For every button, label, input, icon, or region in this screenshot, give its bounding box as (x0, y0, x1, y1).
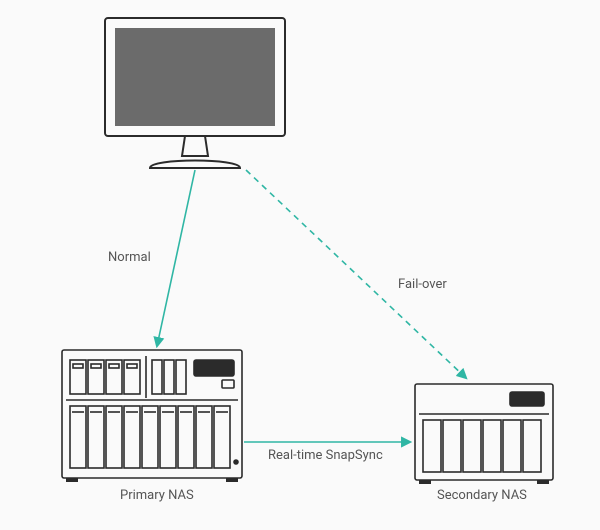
edge-label-failover: Fail-over (398, 277, 447, 292)
secondary-nas (415, 384, 553, 484)
edge-label-normal: Normal (108, 250, 151, 265)
primary-nas (62, 350, 242, 482)
edge-normal (157, 170, 195, 346)
client-monitor (105, 18, 285, 168)
primary-nas-label: Primary NAS (120, 488, 194, 503)
edge-failover (246, 170, 466, 378)
edge-label-snapsync: Real-time SnapSync (268, 448, 383, 463)
secondary-nas-label: Secondary NAS (437, 488, 527, 503)
